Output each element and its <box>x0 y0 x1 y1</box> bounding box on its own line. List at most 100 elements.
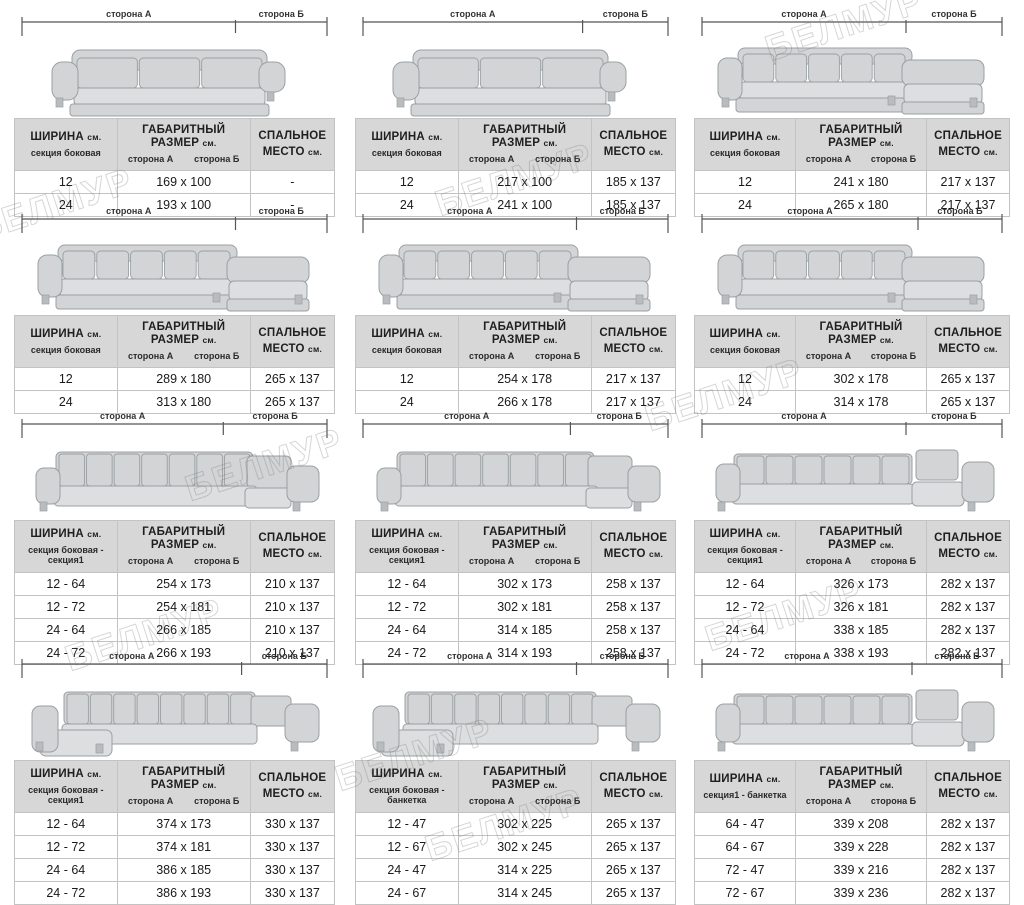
dimension-bracket: сторона А сторона Б <box>21 651 328 678</box>
col-header-width: ШИРИНА см. секция боковая - банкетка <box>355 759 459 814</box>
svg-text:сторона А: сторона А <box>447 206 493 216</box>
cell-width: 24 - 67 <box>355 881 459 905</box>
cell-sleep: 330 x 137 <box>249 858 336 883</box>
cell-overall: 314 x 178 <box>794 390 928 415</box>
col-subheader-side-a: сторона А <box>805 154 852 165</box>
cell-overall: 338 x 185 <box>794 618 928 643</box>
dimension-bracket: сторона А сторона Б <box>362 411 669 438</box>
sofa-figure-sofa-straight-wide: сторона А сторона Б <box>355 6 676 118</box>
col-header-width: ШИРИНА см. секция боковая <box>14 117 118 172</box>
cell-overall: 339 x 236 <box>794 881 928 905</box>
col-subheader-side-b: сторона Б <box>194 556 240 567</box>
cell-overall: 302 x 173 <box>457 572 592 597</box>
cell-sleep: 217 x 137 <box>926 170 1010 195</box>
cell-overall: 314 x 225 <box>457 858 592 883</box>
col-subheader-width: секция боковая - секция1 <box>369 544 445 565</box>
col-subheader-width: секция боковая <box>30 344 101 355</box>
table-row: 24 - 72 266 x 193 210 x 137 <box>14 641 336 666</box>
table-row: 12 - 64 302 x 173 258 x 137 <box>355 572 677 597</box>
cell-width: 24 - 72 <box>355 641 459 666</box>
dimension-bracket: сторона А сторона Б <box>701 651 1003 678</box>
cell-width: 72 - 67 <box>694 881 796 905</box>
cell-overall: 241 x 180 <box>794 170 928 195</box>
col-subheader-side-b: сторона Б <box>535 351 581 362</box>
dimension-bracket: сторона А сторона Б <box>362 206 669 233</box>
table-row: 24 193 x 100- <box>14 193 336 218</box>
col-subheader-side-a: сторона А <box>128 154 174 165</box>
cell-sleep: 217 x 137 <box>590 390 677 415</box>
cell-sleep: 282 x 137 <box>926 618 1010 643</box>
block-2: сторона А сторона Б ШИРИНА см. секция бок… <box>355 6 677 218</box>
cell-width: 64 - 47 <box>694 812 796 837</box>
col-header-width: ШИРИНА см. секция боковая - секция1 <box>355 519 459 574</box>
cell-overall: 217 x 100 <box>457 170 592 195</box>
col-subheader-width: секция боковая - банкетка <box>369 784 445 805</box>
col-subheader-side-b: сторона Б <box>870 556 917 567</box>
col-header-sleep: СПАЛЬНОЕ МЕСТО см. <box>590 759 677 814</box>
svg-text:сторона Б: сторона Б <box>931 411 977 421</box>
svg-text:сторона А: сторона А <box>109 651 155 661</box>
col-header-width: ШИРИНА см. секция1 - банкетка <box>694 759 796 814</box>
cell-width: 12 - 72 <box>14 595 118 620</box>
table-row: 24 313 x 180 265 x 137 <box>14 390 336 415</box>
cell-width: 12 <box>14 170 118 195</box>
svg-text:сторона А: сторона А <box>787 206 833 216</box>
svg-text:сторона Б: сторона Б <box>934 651 980 661</box>
col-subheader-side-a: сторона А <box>469 351 515 362</box>
svg-text:сторона А: сторона А <box>444 411 490 421</box>
col-subheader-side-b: сторона Б <box>535 556 581 567</box>
cell-sleep: 265 x 137 <box>590 835 677 860</box>
svg-text:сторона Б: сторона Б <box>937 206 983 216</box>
col-subheader-width: секция боковая <box>371 147 442 158</box>
cell-width: 12 - 64 <box>694 572 796 597</box>
svg-text:сторона Б: сторона Б <box>597 411 643 421</box>
spec-table: ШИРИНА см. секция боковая - секция1 ГАБАРИ… <box>14 519 336 666</box>
block-8: сторона А сторона Б ШИРИНА см. секция бок… <box>355 408 677 666</box>
svg-text:сторона Б: сторона Б <box>931 9 977 19</box>
cell-width: 24 - 72 <box>14 641 118 666</box>
cell-overall: 386 x 185 <box>116 858 251 883</box>
cell-sleep: 210 x 137 <box>249 618 336 643</box>
col-header-width: ШИРИНА см. секция боковая <box>14 314 118 369</box>
spec-table: ШИРИНА см. секция боковая - секция1 ГАБАРИ… <box>694 519 1010 666</box>
cell-sleep: 282 x 137 <box>926 858 1010 883</box>
col-subheader-side-b: сторона Б <box>194 796 240 807</box>
cell-overall: 326 x 173 <box>794 572 928 597</box>
table-row: 12 - 72 326 x 181 282 x 137 <box>694 595 1010 620</box>
table-row: 12 217 x 100 185 x 137 <box>355 170 677 195</box>
cell-sleep: 265 x 137 <box>249 390 336 415</box>
col-subheader-side-b: сторона Б <box>194 351 240 362</box>
cell-overall: 289 x 180 <box>116 367 251 392</box>
dimension-bracket: сторона А сторона Б <box>21 411 328 438</box>
col-header-sleep: СПАЛЬНОЕ МЕСТО см. <box>249 314 336 369</box>
col-subheader-side-a: сторона А <box>469 556 515 567</box>
cell-overall: 338 x 193 <box>794 641 928 666</box>
col-subheader-side-a: сторона А <box>469 796 515 807</box>
col-header-width: ШИРИНА см. секция боковая - секция1 <box>14 519 118 574</box>
table-row: 12 - 72 254 x 181 210 x 137 <box>14 595 336 620</box>
sofa-figure-sofa-straight-3seat: сторона А сторона Б <box>14 6 335 118</box>
cell-overall: 386 x 193 <box>116 881 251 905</box>
table-row: 24 266 x 178 217 x 137 <box>355 390 677 415</box>
table-row: 64 - 47 339 x 208 282 x 137 <box>694 812 1010 837</box>
cell-sleep: 258 x 137 <box>590 572 677 597</box>
sofa-figure-sofa-corner-long: сторона А сторона Б <box>14 203 335 315</box>
cell-width: 24 <box>14 193 118 218</box>
block-11: сторона А сторона Б ШИРИНА см. секция бок… <box>355 648 677 905</box>
block-3: сторона А сторона Б ШИРИНА см. секция бок… <box>694 6 1010 218</box>
cell-overall: 266 x 178 <box>457 390 592 415</box>
sofa-illustration <box>717 244 985 312</box>
cell-width: 24 <box>14 390 118 415</box>
svg-text:сторона Б: сторона Б <box>259 9 305 19</box>
col-subheader-side-a: сторона А <box>805 351 852 362</box>
col-subheader-width: секция боковая <box>30 147 101 158</box>
dimension-bracket: сторона А сторона Б <box>701 411 1003 438</box>
dimension-bracket: сторона А сторона Б <box>701 9 1003 36</box>
col-subheader-width: секция боковая <box>710 147 780 158</box>
cell-sleep: 265 x 137 <box>926 390 1010 415</box>
cell-sleep: 282 x 137 <box>926 641 1010 666</box>
col-subheader-width: секция боковая - секция1 <box>707 544 783 565</box>
table-row: 24 - 67 314 x 245 265 x 137 <box>355 881 677 905</box>
